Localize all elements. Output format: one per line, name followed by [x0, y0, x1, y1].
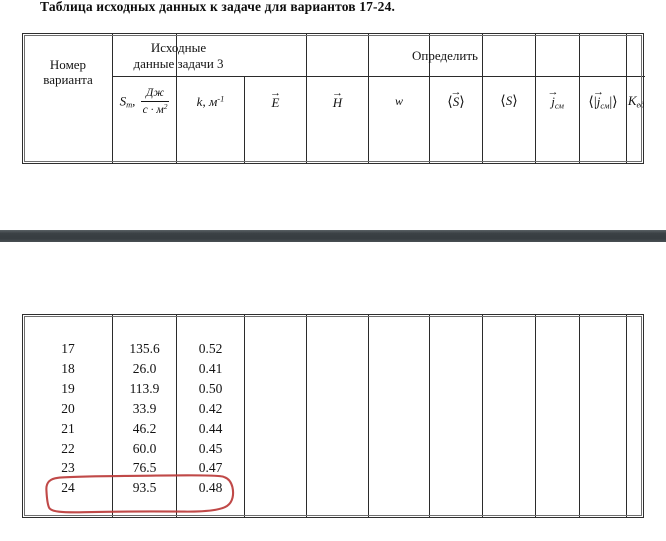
- header-col-displacement-current: → jсм: [536, 77, 579, 127]
- table-cell-k: 0.48: [198, 480, 223, 496]
- header-determine-group: Определить: [245, 35, 645, 76]
- column-divider: [176, 34, 177, 163]
- table-cell-k: 0.44: [198, 420, 223, 436]
- header-col-k: k, м-1: [177, 77, 244, 127]
- table-cell-s-m: 33.9: [132, 400, 157, 416]
- vector-arrow-icon: →: [593, 85, 604, 98]
- header-source-line1: Исходные: [150, 40, 207, 56]
- table-cell-variant: 22: [61, 440, 75, 456]
- vector-arrow-icon: →: [331, 86, 343, 99]
- header-col-poynting-avg-symbol: ⟨S⟩: [500, 93, 518, 110]
- header-col-k-ed: Kед: [627, 77, 645, 127]
- vector-arrow-icon: →: [547, 85, 559, 98]
- column-divider: [112, 34, 113, 163]
- table-cell-variant: 19: [61, 380, 75, 396]
- header-col-k-symbol: k, м-1: [196, 94, 225, 110]
- table-cell-variant: 18: [61, 360, 75, 376]
- scan-separator-band: [0, 230, 666, 242]
- table-cell-k: 0.52: [198, 341, 223, 356]
- header-col-displacement-current-abs-avg-symbol: ⟨| → jсм|⟩: [588, 85, 618, 111]
- variant-data-table: 17 18 19 20 21 22 23 24 135.6 26.0 113.9…: [22, 314, 644, 518]
- column-divider: [626, 315, 627, 517]
- table-cell-s-m: 135.6: [129, 341, 160, 356]
- vector-arrow-icon: →: [450, 85, 462, 98]
- column-divider: [579, 34, 580, 163]
- header-variant-line1: Номер: [49, 56, 87, 72]
- column-divider: [429, 34, 430, 163]
- header-col-e-symbol: → E: [269, 86, 281, 110]
- header-variant-line2: варианта: [43, 72, 93, 87]
- data-column-variant: 17 18 19 20 21 22 23 24: [24, 315, 112, 517]
- header-col-s-m-symbol: Sm, Дж с · м2: [119, 86, 170, 116]
- table-cell-s-m: 76.5: [132, 460, 157, 476]
- header-col-s-m: Sm, Дж с · м2: [113, 77, 176, 127]
- header-source-data-group: Исходные данные задачи 3: [113, 35, 244, 76]
- header-col-k-ed-symbol: Kед: [627, 93, 645, 110]
- header-col-poynting-vector-avg-symbol: ⟨ → S⟩: [447, 85, 465, 110]
- header-col-w-symbol: w: [394, 94, 403, 109]
- table-cell-s-m: 113.9: [129, 380, 160, 396]
- column-divider: [244, 76, 245, 163]
- vector-arrow-icon: →: [269, 86, 281, 99]
- data-column-k: 0.52 0.41 0.50 0.42 0.44 0.45 0.47 0.48: [177, 315, 244, 517]
- page-title: Таблица исходных данных к задаче для вар…: [40, 0, 395, 14]
- table-cell-k: 0.41: [198, 360, 223, 376]
- table-cell-k: 0.45: [198, 440, 223, 456]
- table-cell-k: 0.50: [198, 380, 223, 396]
- column-divider: [306, 315, 307, 517]
- table-cell-variant: 24: [61, 480, 75, 496]
- column-divider: [535, 315, 536, 517]
- table-cell-variant: 23: [61, 460, 75, 476]
- header-col-w: w: [369, 77, 429, 127]
- table-cell-variant: 21: [61, 420, 75, 436]
- header-definition-table: Номер варианта Исходные данные задачи 3 …: [22, 33, 645, 164]
- column-divider: [429, 315, 430, 517]
- header-col-displacement-current-symbol: → jсм: [547, 85, 564, 111]
- column-divider: [482, 34, 483, 163]
- header-col-h-symbol: → H: [331, 86, 343, 110]
- table-cell-k: 0.47: [198, 460, 223, 476]
- table-cell-k: 0.42: [198, 400, 223, 416]
- column-divider: [626, 34, 627, 163]
- table-cell-s-m: 60.0: [132, 440, 157, 456]
- header-col-poynting-vector-avg: ⟨ → S⟩: [430, 77, 482, 127]
- column-divider: [176, 315, 177, 517]
- table-cell-variant: 20: [61, 400, 75, 416]
- header-col-e-field: → E: [245, 77, 306, 127]
- header-source-line2: данные задачи 3: [133, 55, 224, 71]
- header-col-h-field: → H: [307, 77, 368, 127]
- group-header-divider: [112, 76, 645, 77]
- data-column-s-m: 135.6 26.0 113.9 33.9 46.2 60.0 76.5 93.…: [113, 315, 176, 517]
- header-col-displacement-current-abs-avg: ⟨| → jсм|⟩: [580, 77, 626, 127]
- column-divider: [535, 34, 536, 163]
- column-divider: [482, 315, 483, 517]
- column-divider: [579, 315, 580, 517]
- header-col-poynting-avg: ⟨S⟩: [483, 77, 535, 127]
- column-divider: [244, 315, 245, 517]
- table-cell-s-m: 46.2: [132, 420, 157, 436]
- table-cell-s-m: 93.5: [132, 480, 157, 496]
- table-cell-variant: 17: [61, 341, 75, 356]
- column-divider: [306, 34, 307, 163]
- column-divider: [368, 315, 369, 517]
- header-determine-label: Определить: [412, 47, 478, 63]
- table-cell-s-m: 26.0: [132, 360, 157, 376]
- column-divider: [112, 315, 113, 517]
- header-variant-number: Номер варианта: [24, 44, 112, 100]
- column-divider: [368, 34, 369, 163]
